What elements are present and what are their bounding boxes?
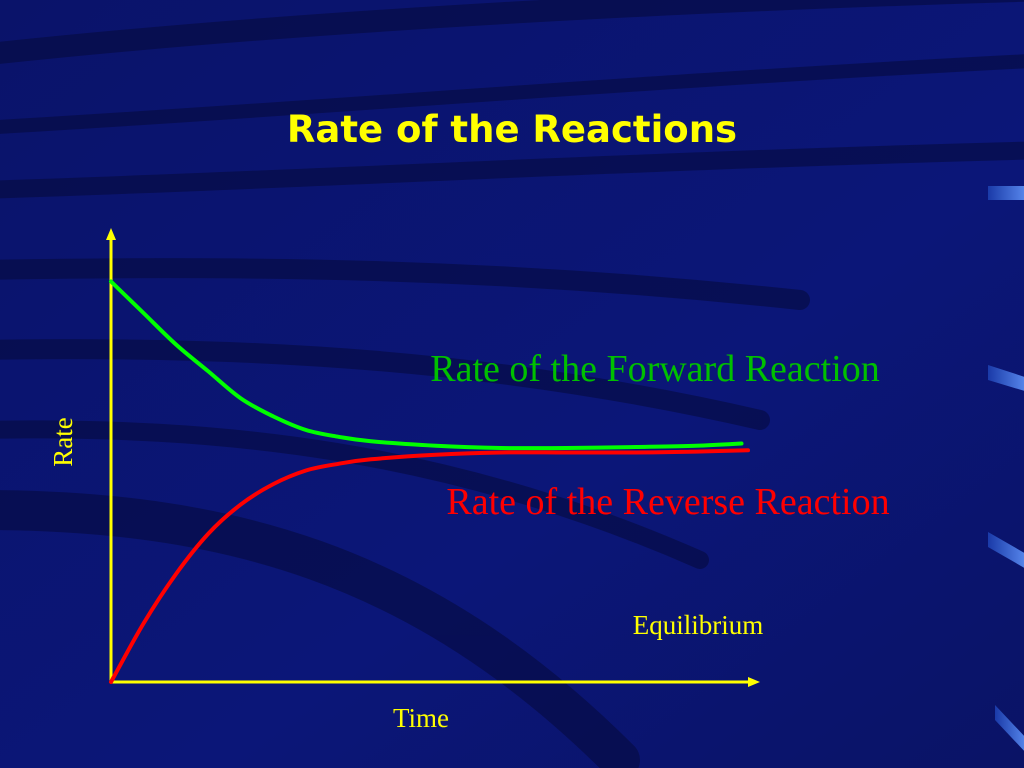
series-line-reverse [109, 448, 750, 684]
x-axis-label: Time [393, 703, 449, 733]
y-axis-arrow [106, 228, 116, 240]
edge-tab [988, 365, 1024, 391]
series-label-forward: Rate of the Forward Reaction [430, 348, 880, 390]
edge-tab [995, 705, 1024, 751]
edge-tabs [988, 186, 1024, 751]
x-axis-arrow [748, 677, 760, 687]
series-label-reverse: Rate of the Reverse Reaction [446, 481, 889, 523]
edge-tab [988, 532, 1024, 568]
annotation-equilibrium: Equilibrium [633, 610, 764, 640]
y-axis-label: Rate [48, 417, 78, 466]
series-line-forward [109, 279, 744, 451]
page-title: Rate of the Reactions [286, 108, 738, 151]
edge-tab [988, 186, 1024, 200]
axes [106, 228, 760, 687]
